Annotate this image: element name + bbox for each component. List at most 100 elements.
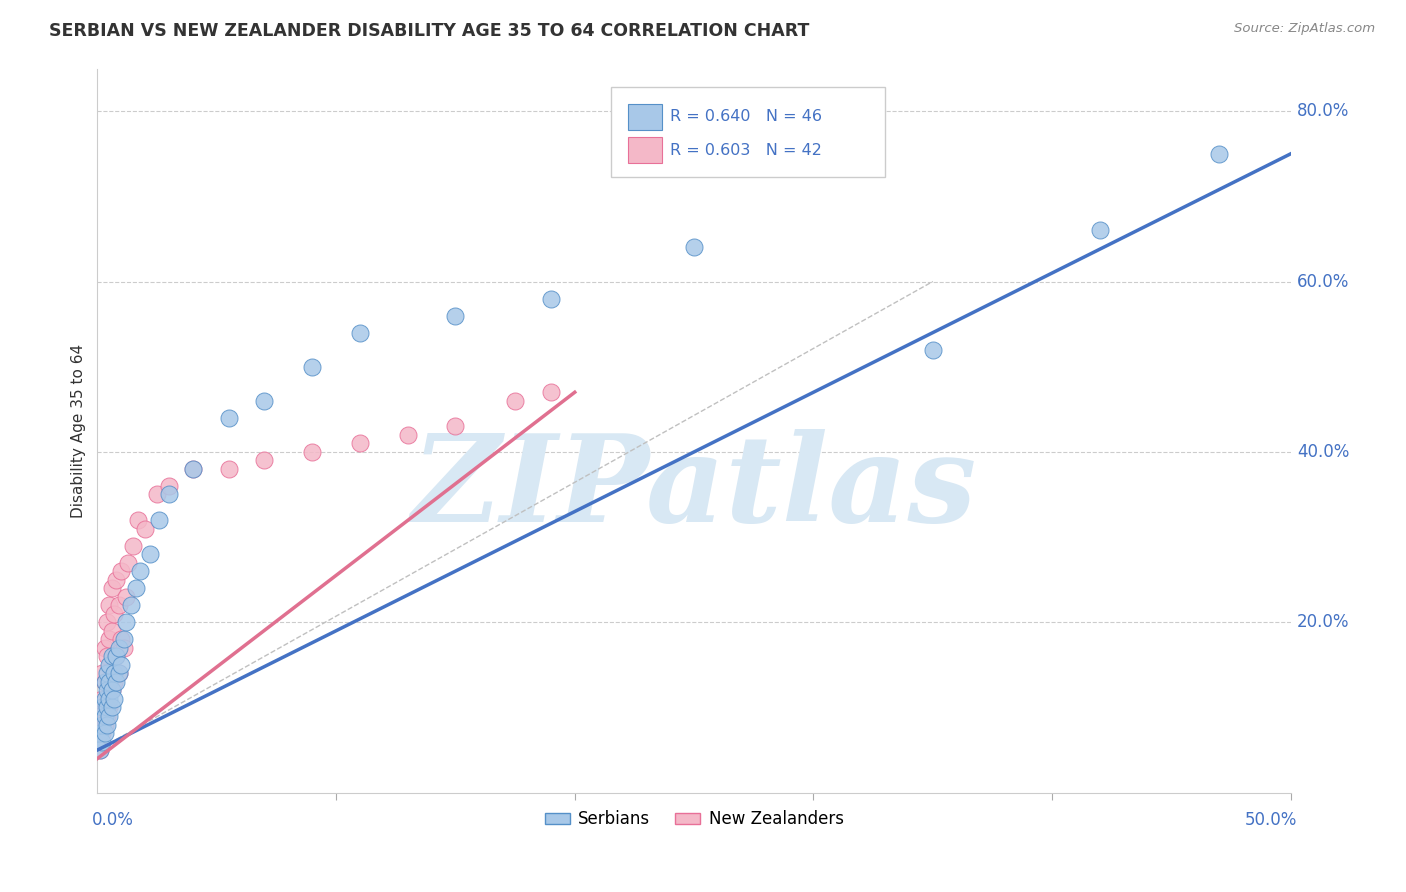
Point	[253, 453, 276, 467]
Point	[105, 649, 128, 664]
Text: 80.0%: 80.0%	[1296, 102, 1350, 120]
Point	[96, 717, 118, 731]
Point	[181, 462, 204, 476]
Point	[98, 674, 121, 689]
Point	[148, 513, 170, 527]
Point	[105, 674, 128, 689]
Point	[93, 717, 115, 731]
Point	[444, 309, 467, 323]
Point	[96, 615, 118, 630]
Point	[110, 564, 132, 578]
Point	[683, 240, 706, 254]
Point	[96, 709, 118, 723]
Point	[100, 649, 122, 664]
Point	[540, 385, 562, 400]
Point	[301, 359, 323, 374]
Point	[100, 581, 122, 595]
Point	[146, 487, 169, 501]
Point	[444, 419, 467, 434]
Point	[98, 657, 121, 672]
Point	[253, 393, 276, 408]
Point	[91, 700, 114, 714]
Text: 50.0%: 50.0%	[1244, 811, 1296, 829]
Point	[103, 607, 125, 621]
Point	[100, 683, 122, 698]
Point	[349, 326, 371, 340]
Point	[108, 666, 131, 681]
Point	[96, 683, 118, 698]
Text: R = 0.603   N = 42: R = 0.603 N = 42	[671, 143, 823, 158]
Point	[139, 547, 162, 561]
Point	[129, 564, 152, 578]
Text: 60.0%: 60.0%	[1296, 272, 1350, 291]
Point	[112, 632, 135, 647]
Text: SERBIAN VS NEW ZEALANDER DISABILITY AGE 35 TO 64 CORRELATION CHART: SERBIAN VS NEW ZEALANDER DISABILITY AGE …	[49, 22, 810, 40]
Point	[540, 292, 562, 306]
Point	[349, 436, 371, 450]
Legend: Serbians, New Zealanders: Serbians, New Zealanders	[538, 804, 851, 835]
Point	[91, 726, 114, 740]
Point	[98, 632, 121, 647]
Point	[93, 726, 115, 740]
Point	[134, 522, 156, 536]
Point	[93, 640, 115, 655]
Text: 0.0%: 0.0%	[91, 811, 134, 829]
Point	[89, 743, 111, 757]
Point	[103, 674, 125, 689]
Point	[110, 632, 132, 647]
Point	[108, 666, 131, 681]
FancyBboxPatch shape	[610, 87, 884, 178]
Point	[89, 709, 111, 723]
Point	[98, 692, 121, 706]
Point	[105, 573, 128, 587]
Y-axis label: Disability Age 35 to 64: Disability Age 35 to 64	[72, 343, 86, 517]
Point	[115, 590, 138, 604]
Text: 20.0%: 20.0%	[1296, 614, 1350, 632]
Point	[93, 674, 115, 689]
Bar	[628, 103, 662, 130]
Point	[127, 513, 149, 527]
Point	[98, 599, 121, 613]
Point	[218, 462, 240, 476]
Point	[100, 700, 122, 714]
Point	[218, 410, 240, 425]
Point	[110, 657, 132, 672]
Point	[98, 709, 121, 723]
Point	[120, 599, 142, 613]
Point	[89, 743, 111, 757]
Point	[105, 649, 128, 664]
Text: ZIPatlas: ZIPatlas	[412, 429, 977, 548]
Point	[112, 640, 135, 655]
Point	[93, 692, 115, 706]
Point	[91, 717, 114, 731]
Text: 40.0%: 40.0%	[1296, 443, 1350, 461]
Point	[96, 700, 118, 714]
Point	[108, 640, 131, 655]
Point	[89, 726, 111, 740]
Point	[93, 709, 115, 723]
Point	[91, 734, 114, 748]
Point	[100, 624, 122, 638]
Point	[96, 649, 118, 664]
Point	[1088, 223, 1111, 237]
Point	[115, 615, 138, 630]
Point	[103, 692, 125, 706]
Point	[103, 666, 125, 681]
Text: Source: ZipAtlas.com: Source: ZipAtlas.com	[1234, 22, 1375, 36]
Bar	[628, 137, 662, 163]
Point	[396, 427, 419, 442]
Point	[96, 666, 118, 681]
Point	[117, 556, 139, 570]
Point	[921, 343, 943, 357]
Point	[157, 479, 180, 493]
Point	[98, 700, 121, 714]
Text: R = 0.640   N = 46: R = 0.640 N = 46	[671, 110, 823, 124]
Point	[124, 581, 146, 595]
Point	[122, 539, 145, 553]
Point	[1208, 146, 1230, 161]
Point	[157, 487, 180, 501]
Point	[100, 683, 122, 698]
Point	[301, 445, 323, 459]
Point	[503, 393, 526, 408]
Point	[108, 599, 131, 613]
